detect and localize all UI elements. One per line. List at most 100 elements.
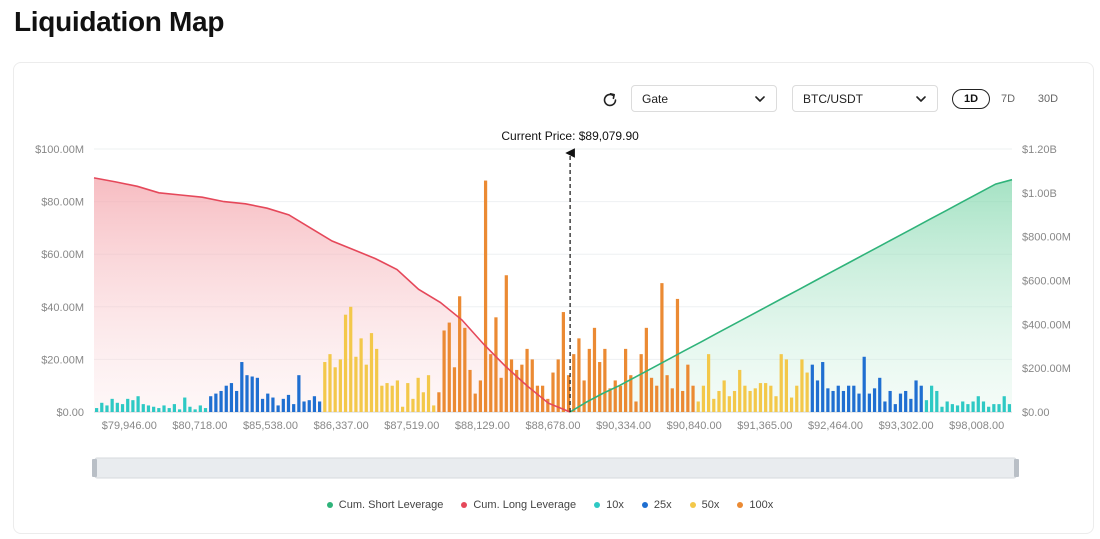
liquidation-bar[interactable] [748,390,752,412]
liquidation-bar[interactable] [390,385,394,412]
liquidation-bar[interactable] [515,369,519,412]
liquidation-bar[interactable] [369,333,374,412]
liquidation-bar[interactable] [810,364,814,412]
liquidation-bar[interactable] [655,385,659,412]
liquidation-bar[interactable] [717,390,721,412]
liquidation-bar[interactable] [499,377,503,412]
liquidation-bar[interactable] [224,385,228,412]
liquidation-bar[interactable] [198,405,202,412]
liquidation-bar[interactable] [701,385,706,412]
liquidation-bar[interactable] [624,348,628,412]
liquidation-bar[interactable] [955,405,960,412]
liquidation-bar[interactable] [250,376,254,413]
liquidation-bar[interactable] [888,390,892,412]
liquidation-bar[interactable] [847,385,851,412]
liquidation-bar[interactable] [1007,404,1012,412]
liquidation-bar[interactable] [489,354,493,412]
liquidation-bar[interactable] [177,409,182,412]
liquidation-bar[interactable] [172,404,176,412]
liquidation-bar[interactable] [598,362,602,412]
liquidation-bar[interactable] [867,393,871,412]
liquidation-bar[interactable] [997,404,1001,412]
legend-item-cum-short[interactable]: Cum. Short Leverage [326,499,443,511]
liquidation-bar[interactable] [551,372,555,412]
liquidation-bar[interactable] [359,338,363,412]
liquidation-bar[interactable] [167,408,171,412]
liquidation-bar[interactable] [779,354,783,412]
liquidation-bar[interactable] [945,401,949,412]
liquidation-bar[interactable] [281,398,285,412]
legend-item-10x[interactable]: 10x [594,499,624,511]
liquidation-bar[interactable] [338,359,342,412]
liquidation-bar[interactable] [219,390,223,412]
legend-item-cum-long[interactable]: Cum. Long Leverage [461,499,576,511]
liquidation-bar[interactable] [919,385,923,412]
liquidation-bar[interactable] [914,380,918,412]
liquidation-bar[interactable] [131,400,135,412]
liquidation-bar[interactable] [976,396,980,412]
liquidation-bar[interactable] [644,327,648,412]
liquidation-bar[interactable] [971,401,975,412]
pair-select[interactable]: BTC/USDT [792,85,938,112]
liquidation-bar[interactable] [473,393,477,412]
liquidation-bar[interactable] [649,377,654,412]
liquidation-bar[interactable] [105,405,109,412]
liquidation-bar[interactable] [260,398,265,412]
liquidation-bar[interactable] [805,372,809,412]
liquidation-bar[interactable] [660,283,664,412]
liquidation-bar[interactable] [380,385,384,412]
liquidation-bar[interactable] [426,375,431,412]
liquidation-bar[interactable] [328,354,332,412]
liquidation-bar[interactable] [743,385,747,412]
liquidation-bar[interactable] [561,312,565,412]
liquidation-bar[interactable] [764,383,768,412]
liquidation-bar[interactable] [354,356,358,412]
liquidation-bar[interactable] [193,409,197,412]
liquidation-bar[interactable] [904,390,908,412]
liquidation-bar[interactable] [364,364,368,412]
liquidation-bar[interactable] [577,338,581,412]
liquidation-bar[interactable] [613,380,617,412]
liquidation-bar[interactable] [318,401,322,412]
liquidation-bar[interactable] [266,393,270,412]
liquidation-bar[interactable] [141,404,145,412]
timeframe-7d-tab[interactable]: 7D [1000,93,1016,105]
liquidation-bar[interactable] [831,390,835,412]
liquidation-bar[interactable] [670,388,674,412]
liquidation-bar[interactable] [520,364,524,412]
zoom-slider-track[interactable] [94,457,1017,479]
liquidation-bar[interactable] [924,400,929,412]
legend-item-100x[interactable]: 100x [737,499,773,511]
liquidation-bar[interactable] [1002,396,1006,412]
liquidation-bar[interactable] [157,408,161,412]
liquidation-bar[interactable] [629,375,633,412]
liquidation-bar[interactable] [784,359,788,412]
legend-item-50x[interactable]: 50x [689,499,719,511]
liquidation-bar[interactable] [375,348,379,412]
liquidation-bar[interactable] [546,398,550,412]
liquidation-bar[interactable] [675,298,680,412]
liquidation-bar[interactable] [587,348,591,412]
exchange-select[interactable]: Gate [631,85,777,112]
liquidation-bar[interactable] [343,314,348,412]
liquidation-bar[interactable] [333,367,337,412]
liquidation-bar[interactable] [961,401,965,412]
liquidation-bar[interactable] [323,362,327,412]
liquidation-bar[interactable] [530,359,534,412]
liquidation-bar[interactable] [732,390,737,412]
liquidation-bar[interactable] [872,388,877,412]
liquidation-bar[interactable] [432,405,436,412]
liquidation-bar[interactable] [603,348,607,412]
liquidation-bar[interactable] [815,380,820,412]
liquidation-bar[interactable] [100,402,104,412]
liquidation-bar[interactable] [229,383,234,412]
liquidation-bar[interactable] [416,377,420,412]
liquidation-bar[interactable] [406,383,410,412]
liquidation-bar[interactable] [504,275,508,412]
liquidation-bar[interactable] [966,404,970,412]
liquidation-bar[interactable] [681,390,685,412]
liquidation-bar[interactable] [468,369,472,412]
liquidation-bar[interactable] [214,393,218,412]
liquidation-bar[interactable] [836,385,840,412]
zoom-slider-handle-right[interactable] [1014,459,1019,477]
